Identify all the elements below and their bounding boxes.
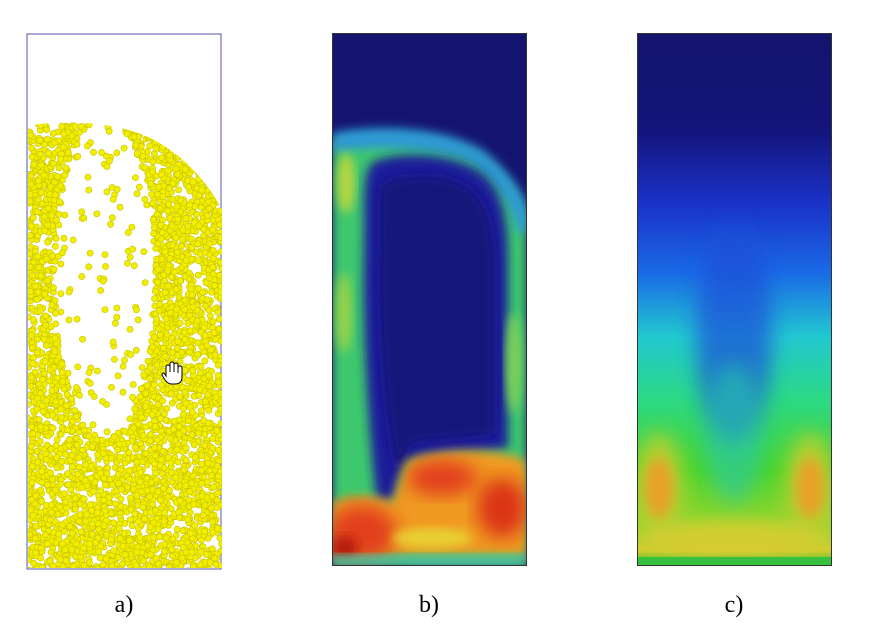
hand-cursor-icon [161, 361, 183, 385]
caption-b: b) [419, 592, 439, 618]
caption-a: a) [114, 592, 134, 618]
panel-a-particles [20, 28, 230, 573]
instantaneous-field-figure [332, 33, 527, 566]
panel-c-field [637, 33, 832, 566]
caption-c: c) [724, 592, 744, 618]
averaged-field-figure [637, 33, 832, 566]
panel-b-field [332, 33, 527, 566]
particle-bed-figure [26, 33, 222, 570]
